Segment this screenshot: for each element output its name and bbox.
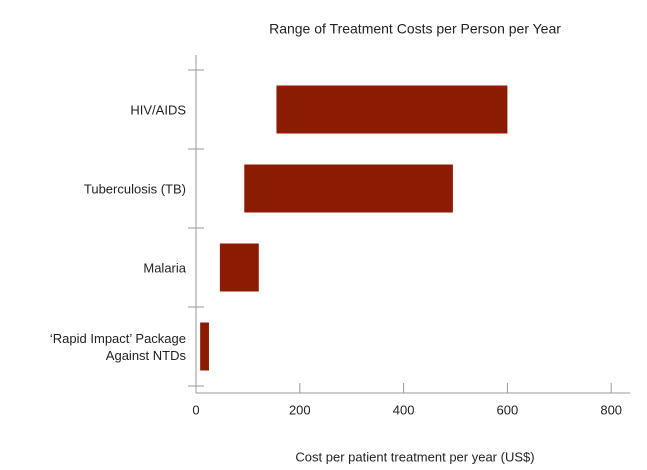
- x-tick-label: 0: [192, 402, 199, 417]
- chart-title: Range of Treatment Costs per Person per …: [269, 21, 561, 37]
- x-tick-label: 200: [289, 402, 311, 417]
- x-axis-label: Cost per patient treatment per year (US$…: [295, 449, 534, 464]
- bar: [276, 85, 508, 134]
- x-tick-label: 400: [393, 402, 415, 417]
- y-tick-label: Tuberculosis (TB): [83, 181, 186, 196]
- x-tick-label: 600: [497, 402, 519, 417]
- bar: [200, 322, 209, 371]
- x-tick-label: 800: [600, 402, 622, 417]
- y-tick-label: ‘Rapid Impact’ Package Against NTDs: [49, 330, 186, 363]
- bar: [219, 243, 259, 292]
- y-tick-label: HIV/AIDS: [130, 102, 186, 117]
- y-tick-label: Malaria: [143, 260, 186, 275]
- bar: [244, 164, 453, 213]
